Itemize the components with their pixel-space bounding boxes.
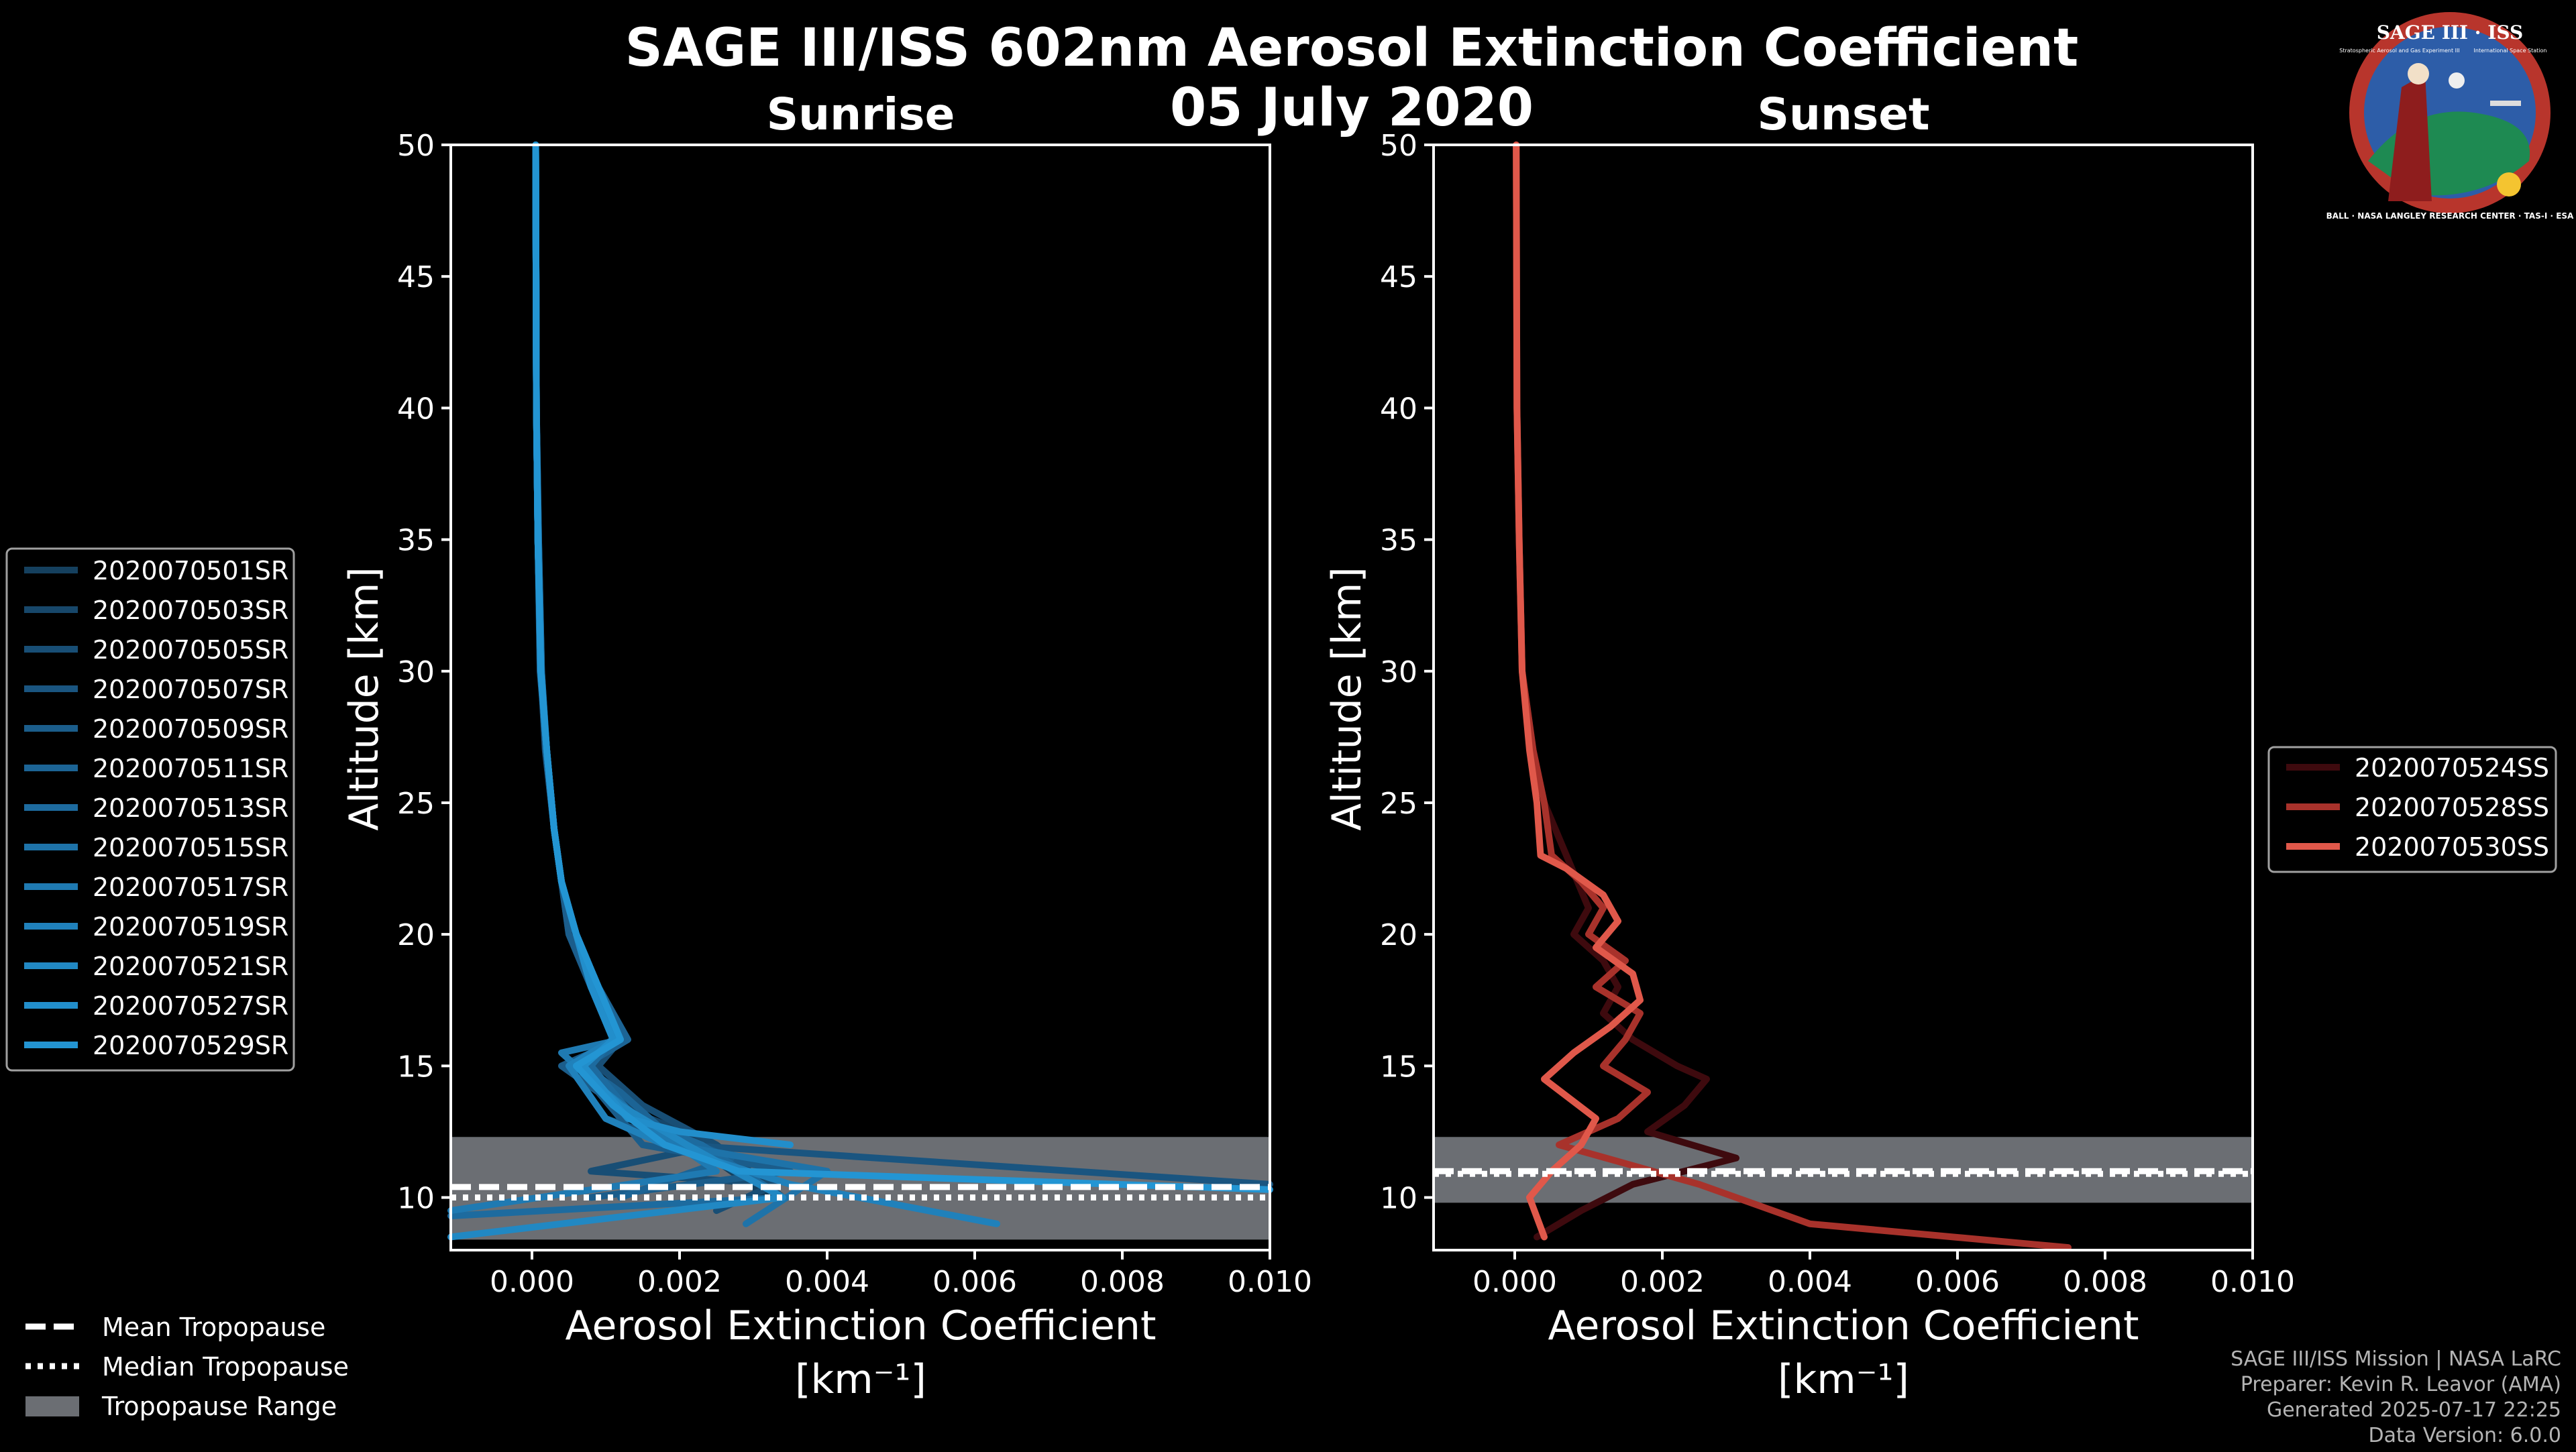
sunset-plot-area — [1434, 145, 2253, 1250]
sunrise-legend-label: 2020070507SR — [93, 675, 288, 704]
sunrise-axes-frame — [449, 144, 1271, 1251]
sunset-legend: 2020070524SS 2020070528SS 2020070530SS — [2267, 746, 2557, 873]
credit-data-version: Data Version: 6.0.0 — [2369, 1424, 2561, 1447]
sunrise-legend-label: 2020070529SR — [93, 1031, 288, 1060]
sunset-x-tick-label: 0.008 — [2063, 1265, 2147, 1299]
sunset-y-tick-label: 20 — [1380, 918, 1417, 952]
sunrise-legend-box — [5, 547, 295, 1072]
sunset-y-tick-label: 30 — [1380, 655, 1417, 689]
sunrise-y-tick-label: 25 — [397, 787, 435, 821]
sunrise-x-tick-label: 0.010 — [1228, 1265, 1312, 1299]
figure-date: 05 July 2020 — [1170, 78, 1534, 138]
sunset-x-tick-label: 0.010 — [2210, 1265, 2295, 1299]
sunrise-legend: 2020070501SR 2020070503SR 2020070505SR 2020… — [5, 547, 295, 1072]
tropopause-legend: Mean Tropopause Median Tropopause Tropop… — [25, 1313, 349, 1421]
sunset-y-ticks: 10 15 20 25 30 35 40 45 50 — [1380, 129, 1434, 1216]
sunrise-legend-label: 2020070515SR — [93, 833, 288, 862]
sunrise-y-tick-label: 15 — [397, 1050, 435, 1084]
sunrise-legend-label: 2020070503SR — [93, 596, 288, 625]
sunrise-x-tick-label: 0.008 — [1080, 1265, 1165, 1299]
sunset-x-ticks: 0.000 0.002 0.004 0.006 0.008 0.010 — [1472, 1250, 2295, 1299]
logo-caption-left: Stratospheric Aerosol and Gas Experiment… — [2339, 48, 2459, 54]
sunrise-legend-label: 2020070521SR — [93, 952, 288, 981]
sunset-y-tick-label: 45 — [1380, 260, 1417, 294]
credits: SAGE III/ISS Mission | NASA LaRC Prepare… — [2231, 1347, 2561, 1447]
sunrise-legend-label: 2020070527SR — [93, 991, 288, 1021]
sunrise-y-tick-label: 10 — [397, 1182, 435, 1216]
sunset-x-tick-label: 0.006 — [1915, 1265, 2000, 1299]
logo-title: SAGE III · ISS — [2377, 21, 2523, 44]
sunrise-x-tick-label: 0.002 — [637, 1265, 722, 1299]
logo-iss-station — [2490, 101, 2521, 106]
sunrise-y-tick-label: 35 — [397, 524, 435, 558]
sunrise-legend-label: 2020070505SR — [93, 635, 288, 665]
sunrise-x-ticks: 0.000 0.002 0.004 0.006 0.008 0.010 — [490, 1250, 1312, 1299]
sunrise-legend-label: 2020070513SR — [93, 793, 288, 823]
credit-mission: SAGE III/ISS Mission | NASA LaRC — [2231, 1347, 2561, 1371]
legend-range-label: Tropopause Range — [101, 1392, 337, 1421]
sunset-legend-label: 2020070530SS — [2355, 832, 2549, 862]
sunrise-y-tick-label: 45 — [397, 260, 435, 294]
sunrise-y-ticks: 10 15 20 25 30 35 40 45 50 — [397, 129, 451, 1216]
sunrise-series-group — [447, 142, 1273, 1241]
sunset-y-tick-label: 10 — [1380, 1182, 1417, 1216]
sunset-y-tick-label: 40 — [1380, 392, 1417, 426]
sunrise-panel: 0.000 0.002 0.004 0.006 0.008 0.010 10 15 20 25 3… — [341, 129, 1312, 1403]
sunset-y-tick-label: 25 — [1380, 787, 1417, 821]
logo-sun — [2497, 172, 2521, 197]
sunrise-y-tick-label: 20 — [397, 918, 435, 952]
sunset-y-tick-label: 15 — [1380, 1050, 1417, 1084]
sunrise-y-label: Altitude [km] — [341, 567, 388, 831]
sunrise-x-tick-label: 0.004 — [785, 1265, 869, 1299]
sunrise-series-line-2020070529SR — [532, 142, 1273, 1193]
sunset-legend-label: 2020070524SS — [2355, 753, 2549, 783]
sunset-x-label: Aerosol Extinction Coefficient — [1548, 1302, 2139, 1349]
sunset-y-label: Altitude [km] — [1324, 567, 1371, 831]
sunset-x-tick-label: 0.002 — [1620, 1265, 1705, 1299]
panel-title-sunset: Sunset — [1757, 89, 1929, 140]
sunrise-x-tick-label: 0.006 — [932, 1265, 1017, 1299]
sunset-y-tick-label: 35 — [1380, 524, 1417, 558]
legend-range-swatch — [25, 1396, 79, 1416]
credit-generated: Generated 2025-07-17 22:25 — [2267, 1398, 2561, 1422]
panel-title-sunrise: Sunrise — [767, 89, 955, 140]
sunrise-x-label-units: [km⁻¹] — [795, 1356, 926, 1403]
logo-astronomer-head — [2408, 63, 2429, 85]
sunrise-y-tick-label: 30 — [397, 655, 435, 689]
sunrise-x-tick-label: 0.000 — [490, 1265, 574, 1299]
sunrise-legend-label: 2020070509SR — [93, 714, 288, 744]
legend-median-label: Median Tropopause — [102, 1352, 349, 1382]
sunrise-y-tick-label: 50 — [397, 129, 435, 163]
sunset-legend-label: 2020070528SS — [2355, 793, 2549, 822]
sunset-panel: 0.000 0.002 0.004 0.006 0.008 0.010 10 15 20 25 3… — [1324, 129, 2295, 1403]
logo-moon — [2449, 72, 2465, 89]
logo-astronomer-robe — [2388, 74, 2432, 201]
sunset-legend-box — [2267, 746, 2557, 873]
sunrise-plot-area — [451, 145, 1270, 1250]
sunrise-legend-label: 2020070519SR — [93, 912, 288, 942]
sunset-y-tick-label: 50 — [1380, 129, 1417, 163]
figure-title: SAGE III/ISS 602nm Aerosol Extinction Co… — [625, 18, 2079, 78]
sunset-series-group — [1513, 142, 2072, 1251]
sunset-x-tick-label: 0.000 — [1472, 1265, 1557, 1299]
sunset-x-tick-label: 0.004 — [1768, 1265, 1852, 1299]
sunset-axes-frame — [1432, 144, 2254, 1251]
sunrise-legend-label: 2020070517SR — [93, 873, 288, 902]
sunrise-y-tick-label: 40 — [397, 392, 435, 426]
sunset-x-label-units: [km⁻¹] — [1778, 1356, 1909, 1403]
sunrise-x-label: Aerosol Extinction Coefficient — [566, 1302, 1157, 1349]
sunrise-legend-label: 2020070501SR — [93, 556, 288, 585]
credit-preparer: Preparer: Kevin R. Leavor (AMA) — [2241, 1373, 2561, 1396]
sunset-series-line-2020070530SS — [1513, 142, 1644, 1241]
logo-ring-text: BALL · NASA LANGLEY RESEARCH CENTER · TA… — [2326, 211, 2574, 221]
sunrise-legend-label: 2020070511SR — [93, 754, 288, 783]
sage-iii-iss-logo: SAGE III · ISS Stratospheric Aerosol and… — [2326, 12, 2574, 221]
logo-caption-right: International Space Station — [2474, 48, 2547, 54]
legend-mean-label: Mean Tropopause — [102, 1313, 325, 1342]
